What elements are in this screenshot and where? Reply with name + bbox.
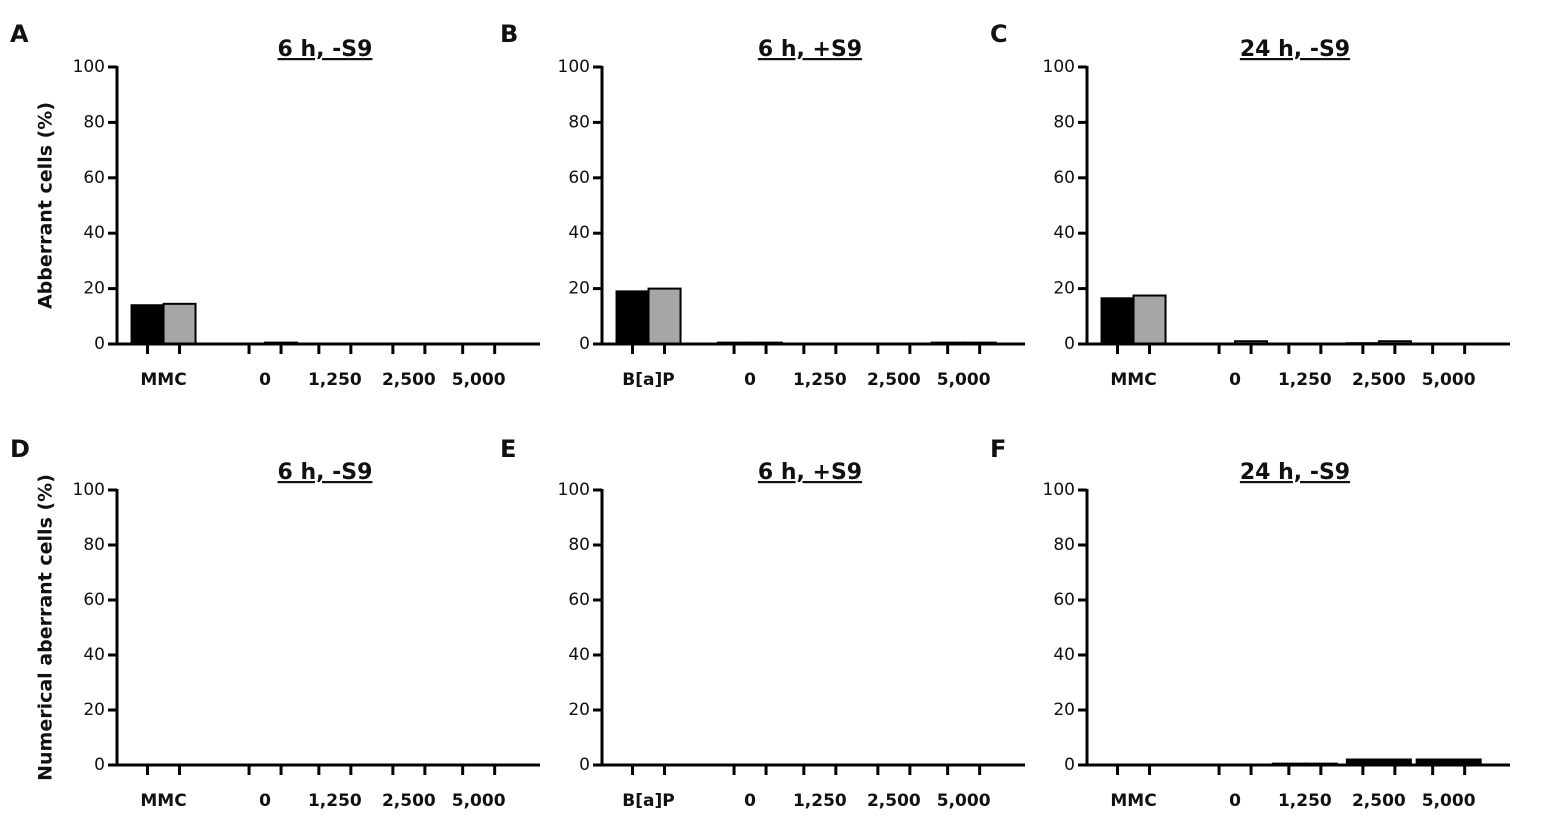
panel-label: A	[10, 20, 29, 48]
x-tick-label: 1,250	[308, 791, 362, 811]
y-tick-label: 100	[73, 480, 105, 500]
y-tick-label: 40	[568, 645, 590, 665]
y-tick-label: 80	[1053, 112, 1075, 132]
y-tick-label: 60	[568, 168, 590, 188]
bar	[1100, 297, 1135, 346]
x-tick-label: 2,500	[1352, 791, 1406, 811]
bar	[130, 304, 165, 345]
chart-title: 6 h, +S9	[758, 460, 862, 485]
x-tick-label: 0	[744, 370, 756, 390]
y-tick-label: 20	[568, 700, 590, 720]
x-tick-label: 2,500	[867, 370, 921, 390]
x-tick-label: 5,000	[1422, 370, 1476, 390]
bar	[1132, 294, 1167, 345]
y-tick-label: 40	[568, 223, 590, 243]
x-tick-label: 2,500	[867, 791, 921, 811]
x-tick-label: 5,000	[452, 791, 506, 811]
chart-title: 24 h, -S9	[1240, 460, 1350, 485]
panel-label: B	[500, 20, 518, 48]
y-tick-label: 60	[1053, 590, 1075, 610]
x-tick-label: B[a]P	[622, 791, 674, 811]
panel-label: D	[10, 435, 30, 463]
y-tick-label: 100	[1043, 480, 1075, 500]
panel-label: E	[500, 435, 516, 463]
y-tick-label: 0	[94, 334, 105, 354]
y-tick-label: 40	[1053, 223, 1075, 243]
y-tick-label: 100	[558, 57, 590, 77]
x-tick-label: 2,500	[382, 791, 436, 811]
y-tick-label: 80	[83, 535, 105, 555]
x-tick-label: 0	[259, 370, 271, 390]
x-tick-label: 0	[744, 791, 756, 811]
x-tick-label: 5,000	[452, 370, 506, 390]
panel-label: C	[990, 20, 1008, 48]
chart-title: 6 h, +S9	[758, 37, 862, 62]
y-axis-label: Abberrant cells (%)	[35, 102, 57, 309]
x-tick-label: 1,250	[1278, 370, 1332, 390]
y-tick-label: 20	[1053, 279, 1075, 299]
x-tick-label: MMC	[140, 370, 186, 390]
x-tick-label: MMC	[1110, 370, 1156, 390]
x-tick-label: 0	[259, 791, 271, 811]
x-tick-label: 2,500	[1352, 370, 1406, 390]
y-tick-label: 0	[579, 334, 590, 354]
x-tick-label: 2,500	[382, 370, 436, 390]
y-tick-label: 80	[83, 112, 105, 132]
x-tick-label: 0	[1229, 791, 1241, 811]
y-tick-label: 100	[73, 57, 105, 77]
chart-title: 6 h, -S9	[278, 460, 373, 485]
x-tick-label: 5,000	[1422, 791, 1476, 811]
chart-title: 24 h, -S9	[1240, 37, 1350, 62]
y-tick-label: 0	[1064, 334, 1075, 354]
y-tick-label: 40	[83, 223, 105, 243]
bar	[647, 287, 682, 346]
y-tick-label: 20	[83, 700, 105, 720]
x-tick-label: 5,000	[937, 791, 991, 811]
y-tick-label: 0	[1064, 755, 1075, 775]
y-tick-label: 0	[94, 755, 105, 775]
x-tick-label: 1,250	[308, 370, 362, 390]
x-tick-label: MMC	[1110, 791, 1156, 811]
y-tick-label: 60	[1053, 168, 1075, 188]
x-tick-label: MMC	[140, 791, 186, 811]
y-tick-label: 80	[1053, 535, 1075, 555]
x-tick-label: 0	[1229, 370, 1241, 390]
y-tick-label: 0	[579, 755, 590, 775]
y-tick-label: 100	[558, 480, 590, 500]
chart-title: 6 h, -S9	[278, 37, 373, 62]
y-tick-label: 20	[83, 279, 105, 299]
y-tick-label: 100	[1043, 57, 1075, 77]
y-tick-label: 20	[568, 279, 590, 299]
x-tick-label: 1,250	[793, 370, 847, 390]
y-tick-label: 40	[83, 645, 105, 665]
y-tick-label: 40	[1053, 645, 1075, 665]
y-tick-label: 80	[568, 535, 590, 555]
x-tick-label: B[a]P	[622, 370, 674, 390]
bar	[615, 290, 650, 345]
x-tick-label: 5,000	[937, 370, 991, 390]
x-tick-label: 1,250	[1278, 791, 1332, 811]
x-tick-label: 1,250	[793, 791, 847, 811]
y-axis-label: Numerical aberrant cells (%)	[35, 474, 57, 781]
y-tick-label: 80	[568, 112, 590, 132]
y-tick-label: 20	[1053, 700, 1075, 720]
y-tick-label: 60	[83, 168, 105, 188]
bar	[162, 302, 197, 345]
y-tick-label: 60	[83, 590, 105, 610]
y-tick-label: 60	[568, 590, 590, 610]
panel-label: F	[990, 435, 1006, 463]
